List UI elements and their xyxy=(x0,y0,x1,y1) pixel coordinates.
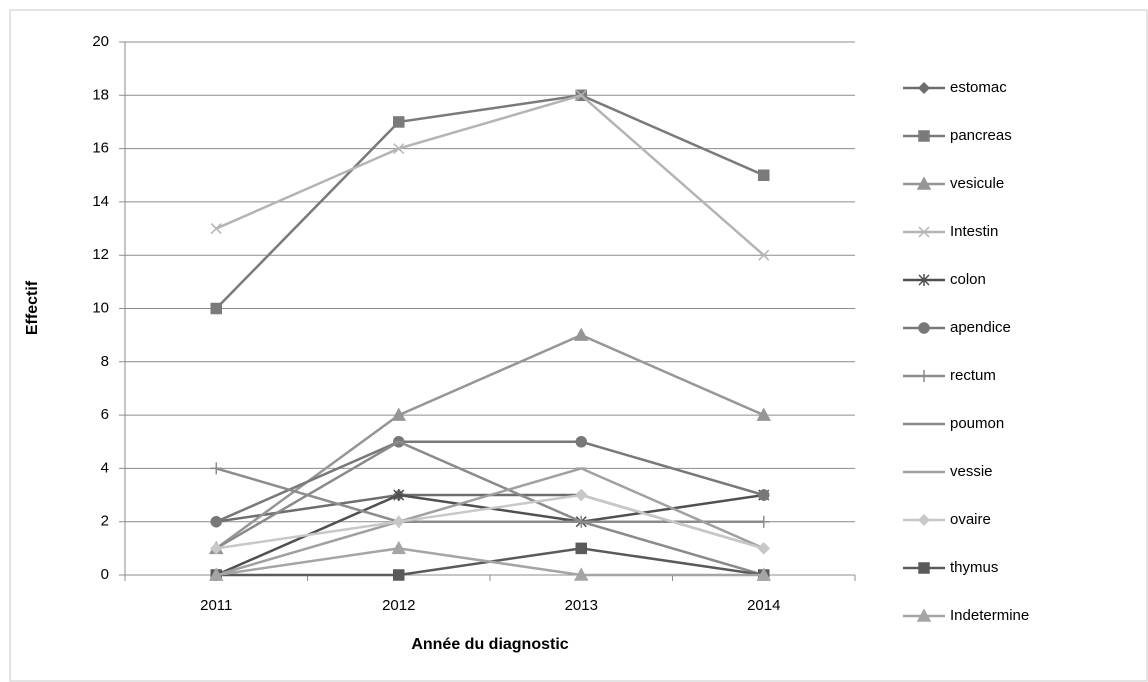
marker xyxy=(393,489,405,502)
marker xyxy=(918,370,930,382)
x-tick-label: 2013 xyxy=(565,597,598,614)
marker xyxy=(575,89,587,101)
marker xyxy=(393,569,405,581)
marker xyxy=(916,608,932,622)
legend-label: Intestin xyxy=(950,223,998,240)
x-tick-label: 2011 xyxy=(200,597,232,614)
marker xyxy=(391,540,407,555)
marker xyxy=(918,274,930,286)
series-line xyxy=(216,493,765,550)
marker xyxy=(573,327,589,341)
x-tick-label: 2014 xyxy=(747,597,780,614)
x-tick-label: 2012 xyxy=(382,597,415,614)
legend-label: thymus xyxy=(950,559,998,576)
y-tick-label: 10 xyxy=(92,299,109,316)
legend-label: vesicule xyxy=(950,175,1004,192)
marker xyxy=(756,567,772,581)
marker xyxy=(757,542,770,555)
y-tick-label: 2 xyxy=(101,513,109,530)
legend-label: colon xyxy=(950,271,986,288)
y-tick-label: 8 xyxy=(101,353,109,370)
marker xyxy=(758,489,770,501)
series-line xyxy=(215,94,765,310)
y-tick-label: 16 xyxy=(92,140,109,157)
marker xyxy=(573,567,589,581)
y-tick-label: 12 xyxy=(92,246,109,263)
marker xyxy=(918,322,930,334)
y-tick-label: 4 xyxy=(101,459,109,476)
y-tick-label: 14 xyxy=(92,193,109,210)
marker xyxy=(210,542,223,555)
marker xyxy=(393,116,405,128)
legend-label: poumon xyxy=(950,415,1004,432)
marker xyxy=(758,169,770,181)
marker xyxy=(916,176,932,190)
legend-label: Indetermine xyxy=(950,607,1029,624)
marker xyxy=(575,488,588,502)
legend-label: ovaire xyxy=(950,511,991,528)
y-tick-label: 6 xyxy=(101,406,109,423)
marker xyxy=(210,515,222,528)
marker xyxy=(917,81,931,95)
series-line xyxy=(215,440,765,523)
frame xyxy=(9,9,1148,682)
y-tick-label: 18 xyxy=(92,86,109,103)
marker xyxy=(917,513,931,527)
legend-label: pancreas xyxy=(950,127,1012,144)
legend-label: estomac xyxy=(950,79,1007,96)
marker xyxy=(393,143,405,155)
marker xyxy=(210,223,222,235)
marker xyxy=(210,462,223,475)
marker xyxy=(392,515,405,528)
series-line xyxy=(215,440,765,577)
marker xyxy=(918,226,930,238)
marker xyxy=(918,130,930,142)
y-axis-label: Effectif xyxy=(24,280,41,335)
marker xyxy=(575,542,587,555)
marker xyxy=(575,436,587,448)
marker xyxy=(758,249,770,261)
marker xyxy=(391,407,407,421)
marker xyxy=(208,567,224,581)
series-line xyxy=(215,467,765,577)
x-axis-label: Année du diagnostic xyxy=(411,636,568,653)
series-line xyxy=(215,93,765,257)
series-line xyxy=(216,547,764,577)
legend-label: rectum xyxy=(950,367,996,384)
legend-label: vessie xyxy=(950,463,993,480)
marker xyxy=(757,515,770,528)
marker xyxy=(210,302,222,315)
y-tick-label: 0 xyxy=(101,566,109,583)
marker xyxy=(918,562,930,574)
marker xyxy=(756,407,772,421)
legend-label: apendice xyxy=(950,319,1011,336)
y-tick-label: 20 xyxy=(92,33,109,50)
